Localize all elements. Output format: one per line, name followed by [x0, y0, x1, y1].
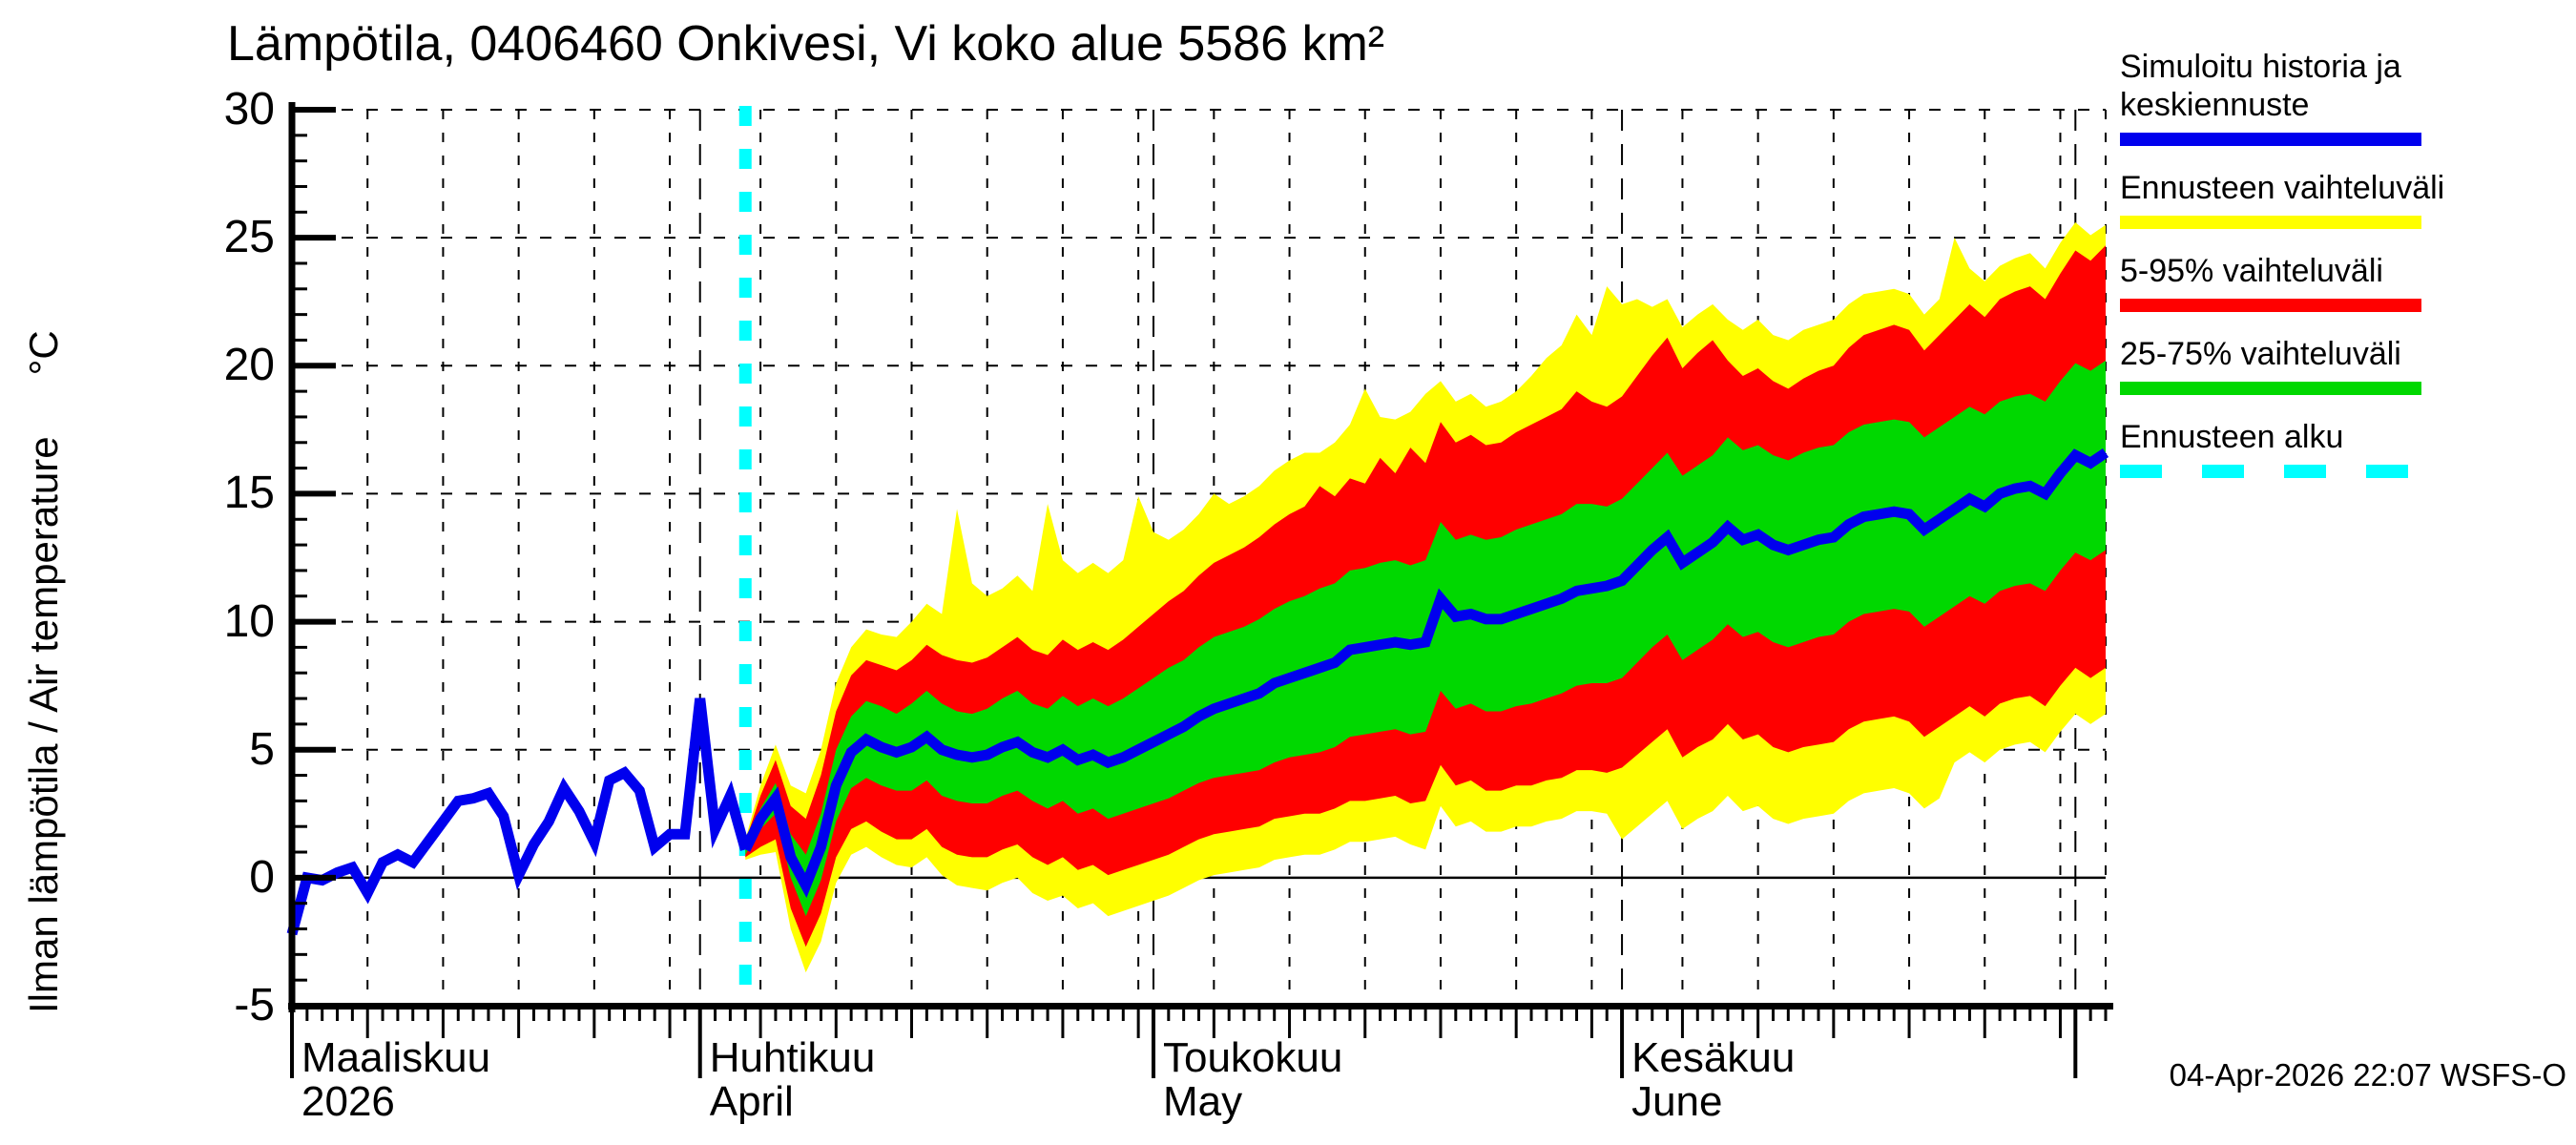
y-tick-label--5: -5: [234, 980, 275, 1030]
y-axis-unit: °C: [21, 330, 66, 376]
legend-item-forecast-range: Ennusteen vaihteluväli: [2120, 169, 2572, 229]
month-label-en: May: [1162, 1078, 1243, 1125]
legend-label: 5-95% vaihteluväli: [2120, 253, 2383, 289]
legend-label: Ennusteen alku: [2120, 419, 2344, 455]
month-label-kesäkuu: Kesäkuu June: [1631, 1036, 1795, 1124]
y-tick-label-30: 30: [223, 84, 275, 135]
legend-label: 25-75% vaihteluväli: [2120, 336, 2401, 372]
month-label-fi: Toukokuu: [1162, 1034, 1343, 1081]
history-line: [286, 697, 751, 936]
month-label-en: June: [1631, 1078, 1723, 1125]
y-tick-label-10: 10: [223, 595, 275, 647]
chart-title: Lämpötila, 0406460 Onkivesi, Vi koko alu…: [227, 16, 1385, 72]
legend-item-history: Simuloitu historia ja keskiennuste: [2120, 48, 2572, 146]
legend-label: Ennusteen vaihteluväli: [2120, 170, 2445, 206]
y-tick-label-0: 0: [249, 851, 275, 903]
legend-item-25-75: 25-75% vaihteluväli: [2120, 335, 2572, 395]
y-axis-label: Ilman lämpötila / Air temperature °C: [21, 16, 67, 1013]
month-label-en: April: [709, 1078, 794, 1125]
month-label-fi: Maaliskuu: [301, 1034, 491, 1081]
month-label-maaliskuu: Maaliskuu 2026: [301, 1036, 490, 1124]
forecast-start-swatch: [2120, 465, 2421, 478]
y-tick-label-5: 5: [249, 723, 275, 775]
legend-label: Simuloitu historia ja keskiennuste: [2120, 49, 2401, 123]
y-axis-label-text: Ilman lämpötila / Air temperature: [21, 436, 66, 1013]
forecast-median-line: [740, 448, 2109, 898]
month-label-en: 2026: [301, 1078, 395, 1125]
month-label-toukokuu: Toukokuu May: [1163, 1036, 1342, 1124]
legend-item-forecast-start: Ennusteen alku: [2120, 418, 2572, 478]
forecast-range-swatch: [2120, 216, 2421, 229]
y-axis: [288, 102, 296, 1012]
legend: Simuloitu historia ja keskiennuste Ennus…: [2120, 48, 2572, 501]
p25-75-swatch: [2120, 382, 2421, 395]
month-label-fi: Kesäkuu: [1631, 1034, 1796, 1081]
y-tick-label-25: 25: [223, 212, 275, 263]
history-line-swatch: [2120, 133, 2421, 146]
month-label-huhtikuu: Huhtikuu April: [710, 1036, 876, 1124]
y-tick-label-15: 15: [223, 468, 275, 519]
legend-item-5-95: 5-95% vaihteluväli: [2120, 252, 2572, 312]
y-tick-label-20: 20: [223, 340, 275, 391]
month-label-fi: Huhtikuu: [709, 1034, 876, 1081]
x-axis: [288, 1003, 2113, 1010]
timestamp: 04-Apr-2026 22:07 WSFS-O: [2169, 1057, 2566, 1093]
p5-95-swatch: [2120, 299, 2421, 312]
